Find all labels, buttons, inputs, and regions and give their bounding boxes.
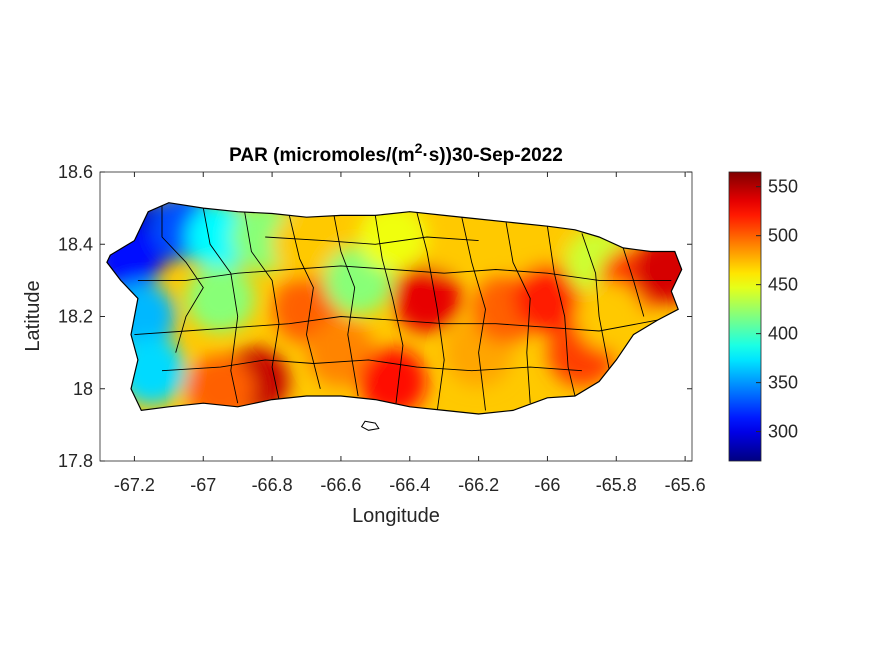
x-tick-label: -66.6 [320, 475, 361, 495]
municipality-line [416, 211, 445, 411]
x-tick-label: -66.8 [252, 475, 293, 495]
y-axis-label: Latitude [22, 280, 44, 351]
heat-cell [306, 318, 375, 387]
caja-de-muertos-island [360, 420, 380, 431]
y-axis: 17.8 18 18.2 18.4 18.6 [58, 162, 692, 471]
y-tick-label: 17.8 [58, 451, 93, 471]
y-tick-label: 18.2 [58, 307, 93, 327]
colorbar-tick-label: 500 [768, 226, 798, 246]
x-tick-label: -66.2 [458, 475, 499, 495]
x-tick-label: -67.2 [114, 475, 155, 495]
heat-cell [272, 210, 341, 279]
colorbar-tick-label: 400 [768, 324, 798, 344]
colorbar [728, 171, 762, 462]
heat-cell [393, 264, 461, 333]
municipality-line [505, 222, 531, 404]
x-axis: -67.2 -67 -66.8 -66.6 -66.4 -66.2 -66 -65.8 -65.… [114, 172, 706, 495]
colorbar-ticks: 300 350 400 450 500 550 [756, 177, 798, 442]
municipality-line [581, 233, 610, 371]
municipality-line [134, 316, 658, 336]
colorbar-tick-label: 350 [768, 373, 798, 393]
municipality-line [244, 211, 280, 400]
x-tick-label: -66 [534, 475, 560, 495]
y-tick-label: 18 [73, 379, 93, 399]
municipality-line [161, 359, 582, 372]
heat-cell [575, 282, 644, 351]
x-axis-label: Longitude [352, 505, 440, 527]
x-tick-label: -67 [190, 475, 216, 495]
heatmap-field [106, 202, 682, 414]
x-tick-label: -66.4 [389, 475, 430, 495]
x-tick-label: -65.6 [665, 475, 706, 495]
colorbar-tick-label: 450 [768, 275, 798, 295]
municipality-boundaries [134, 204, 672, 411]
municipality-line [288, 215, 321, 389]
municipality-line [460, 215, 486, 411]
x-tick-label: -65.8 [596, 475, 637, 495]
municipality-line [546, 226, 576, 397]
chart-title: PAR (micromoles/(m2·s))30-Sep-2022 [229, 140, 563, 166]
municipality-line [137, 265, 672, 281]
colorbar-tick-label: 300 [768, 422, 798, 442]
y-tick-label: 18.4 [58, 234, 93, 254]
colorbar-tick-label: 550 [768, 177, 798, 197]
heat-cell [358, 347, 427, 414]
municipality-line [161, 204, 204, 353]
heat-cell [633, 235, 682, 304]
island-outline [106, 202, 683, 415]
municipality-line [333, 215, 359, 397]
y-tick-label: 18.6 [58, 162, 93, 182]
municipality-line [265, 236, 479, 245]
municipality-line [202, 208, 239, 404]
